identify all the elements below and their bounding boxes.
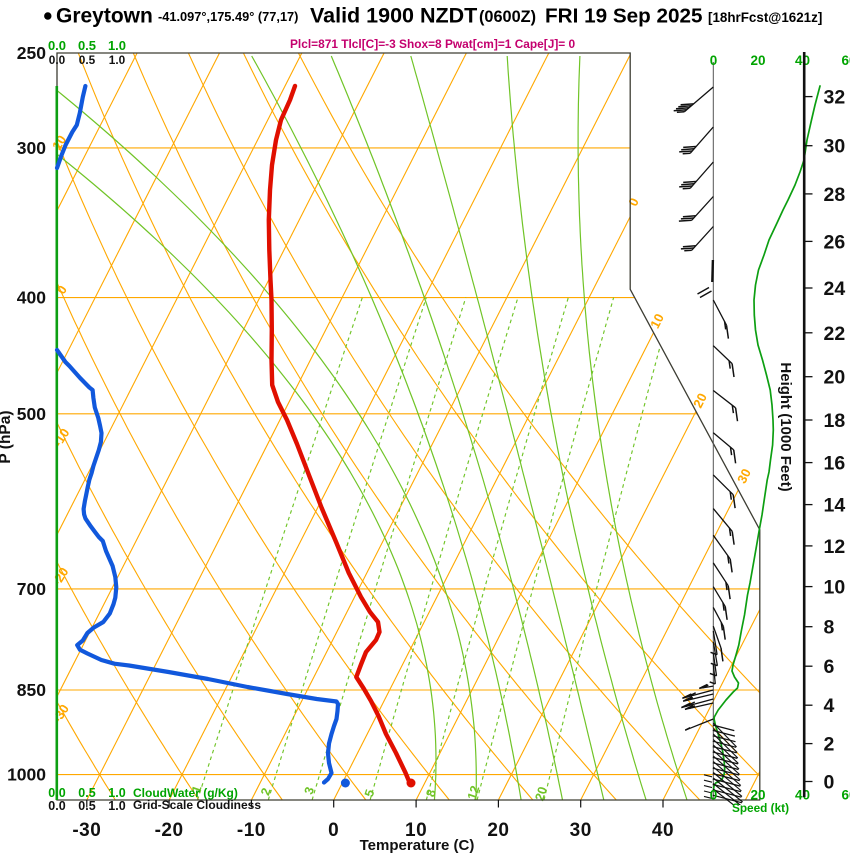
svg-text:8: 8 <box>824 617 835 639</box>
svg-text:2: 2 <box>824 734 835 756</box>
svg-text:0.0: 0.0 <box>48 799 65 813</box>
svg-text:40: 40 <box>795 788 810 803</box>
svg-text:0.0: 0.0 <box>48 786 65 800</box>
svg-text:26: 26 <box>824 231 846 253</box>
svg-text:0: 0 <box>625 195 642 208</box>
svg-text:3: 3 <box>302 785 317 796</box>
svg-text:16: 16 <box>824 453 846 475</box>
svg-text:0.5: 0.5 <box>78 38 96 53</box>
svg-text:(0600Z): (0600Z) <box>479 8 536 26</box>
svg-text:60: 60 <box>841 788 850 803</box>
svg-text:12: 12 <box>465 784 483 802</box>
svg-text:8: 8 <box>423 788 438 799</box>
svg-text:24: 24 <box>824 278 846 300</box>
svg-text:-10: -10 <box>50 426 73 450</box>
svg-text:20: 20 <box>690 391 710 411</box>
svg-text:FRI 19 Sep 2025: FRI 19 Sep 2025 <box>545 5 703 28</box>
svg-text:700: 700 <box>17 579 46 599</box>
svg-text:250: 250 <box>17 43 46 63</box>
svg-text:6: 6 <box>824 656 835 678</box>
svg-text:500: 500 <box>17 404 46 424</box>
svg-text:0.5: 0.5 <box>79 53 96 67</box>
svg-text:1.0: 1.0 <box>109 53 126 67</box>
svg-text:30: 30 <box>824 136 846 158</box>
svg-text:Speed (kt): Speed (kt) <box>732 801 789 815</box>
svg-text:20: 20 <box>750 788 765 803</box>
svg-text:-20: -20 <box>155 820 184 841</box>
svg-text:20: 20 <box>487 820 509 841</box>
svg-text:Valid 1900 NZDT: Valid 1900 NZDT <box>310 4 477 28</box>
svg-text:20: 20 <box>824 367 846 389</box>
svg-text:0: 0 <box>824 772 835 794</box>
svg-text:1: 1 <box>189 784 204 795</box>
svg-text:Height (1000 Feet): Height (1000 Feet) <box>777 362 794 491</box>
svg-text:32: 32 <box>824 87 846 109</box>
svg-text:CloudWater (g/Kg): CloudWater (g/Kg) <box>133 786 238 800</box>
svg-text:5: 5 <box>362 788 377 799</box>
svg-text:0.0: 0.0 <box>48 38 66 53</box>
svg-text:850: 850 <box>17 680 46 700</box>
svg-text:0.5: 0.5 <box>78 786 95 800</box>
svg-text:-41.097°,175.49° (77,17): -41.097°,175.49° (77,17) <box>158 9 298 24</box>
svg-text:40: 40 <box>795 53 810 68</box>
svg-text:P (hPa): P (hPa) <box>0 410 14 463</box>
svg-text:0: 0 <box>328 820 339 841</box>
svg-text:300: 300 <box>17 138 46 158</box>
svg-text:0.0: 0.0 <box>49 53 66 67</box>
svg-text:400: 400 <box>17 288 46 308</box>
svg-text:[18hrFcst@1621z]: [18hrFcst@1621z] <box>708 10 822 25</box>
svg-text:40: 40 <box>652 820 674 841</box>
svg-text:Temperature (C): Temperature (C) <box>360 837 475 854</box>
svg-text:14: 14 <box>824 495 846 517</box>
svg-text:12: 12 <box>824 536 846 558</box>
svg-text:2: 2 <box>258 786 273 797</box>
svg-text:1000: 1000 <box>7 765 46 785</box>
svg-text:1.0: 1.0 <box>108 786 125 800</box>
svg-text:-30: -30 <box>72 820 101 841</box>
svg-text:1.0: 1.0 <box>108 38 126 53</box>
svg-text:4: 4 <box>824 695 835 717</box>
svg-text:10: 10 <box>647 311 667 331</box>
svg-text:0: 0 <box>710 53 718 68</box>
svg-text:-20: -20 <box>49 565 72 589</box>
svg-text:0.5: 0.5 <box>78 799 95 813</box>
svg-text:22: 22 <box>824 323 846 345</box>
svg-text:20: 20 <box>750 53 765 68</box>
svg-text:20: 20 <box>532 785 550 803</box>
svg-text:Grid-Scale Cloudiness: Grid-Scale Cloudiness <box>133 798 261 812</box>
svg-text:1.0: 1.0 <box>108 799 125 813</box>
svg-text:28: 28 <box>824 184 846 206</box>
svg-text:18: 18 <box>824 410 846 432</box>
svg-text:10: 10 <box>824 577 846 599</box>
svg-text:0: 0 <box>710 788 718 803</box>
svg-text:60: 60 <box>841 53 850 68</box>
svg-text:10: 10 <box>405 820 427 841</box>
svg-text:30: 30 <box>734 466 754 486</box>
svg-text:-10: -10 <box>237 820 266 841</box>
svg-text:Greytown: Greytown <box>56 5 153 28</box>
svg-text:30: 30 <box>570 820 592 841</box>
svg-text:Plcl=871 Tlcl[C]=-3 Shox=8 Pwa: Plcl=871 Tlcl[C]=-3 Shox=8 Pwat[cm]=1 Ca… <box>290 37 576 51</box>
